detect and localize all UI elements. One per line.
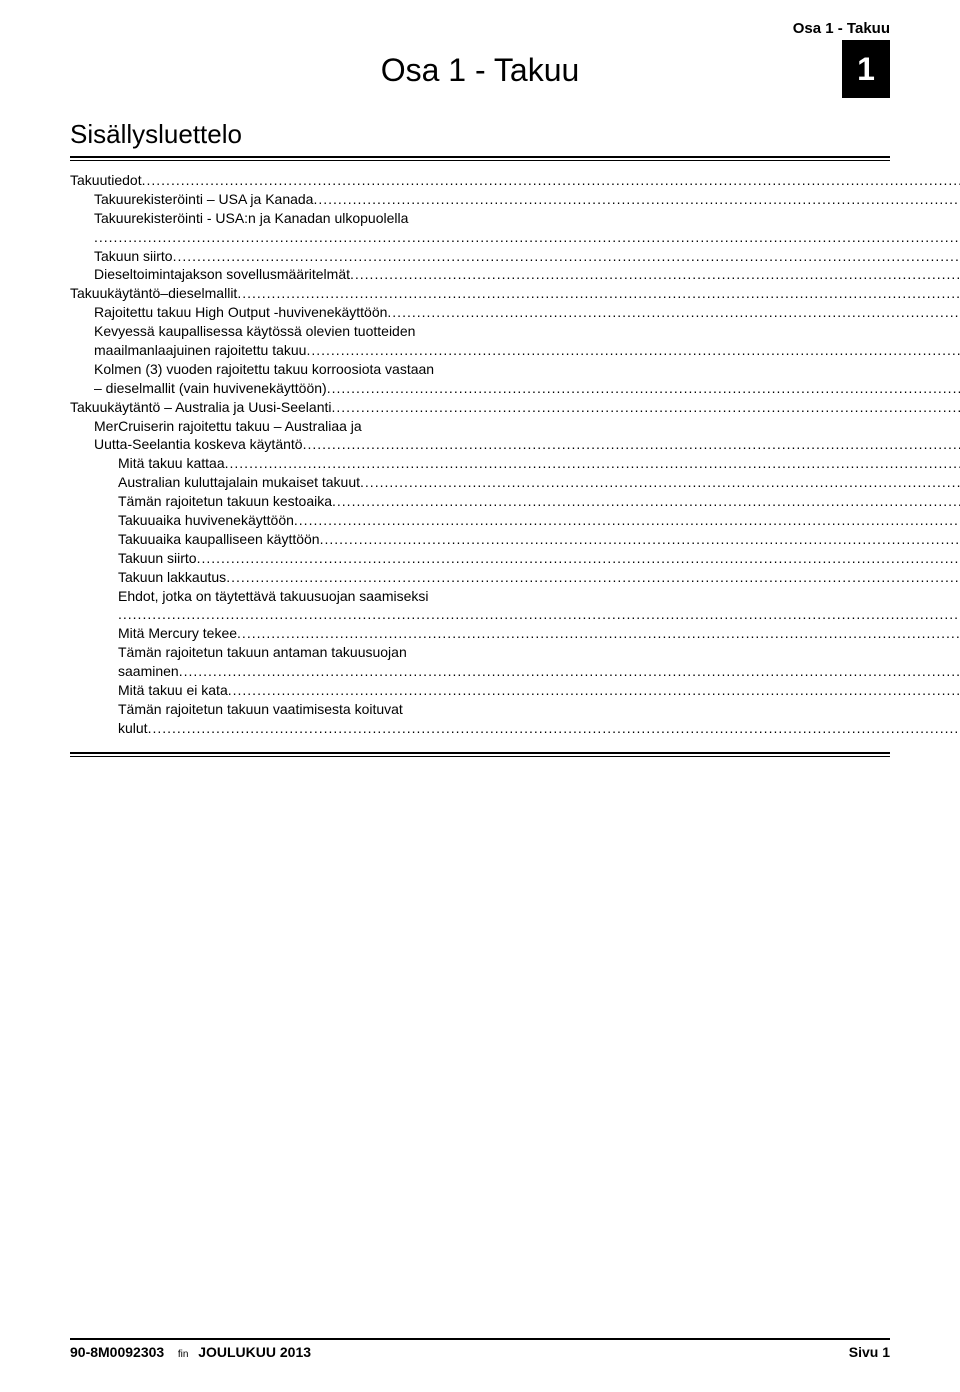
toc-entry-label: kulut <box>118 719 148 738</box>
toc-leader-dots <box>118 605 960 624</box>
toc-entry-label: Takuun siirto <box>94 247 173 266</box>
toc-entry: Takuun lakkautus7 <box>70 568 960 587</box>
page-title: Osa 1 - Takuu <box>70 52 890 89</box>
toc-leader-dots <box>225 454 960 473</box>
toc-entry-label: Australian kuluttajalain mukaiset takuut <box>118 473 360 492</box>
toc-entry-label: Kevyessä kaupallisessa käytössä olevien … <box>94 322 960 341</box>
toc-entry: Australian kuluttajalain mukaiset takuut… <box>70 473 960 492</box>
toc-entry: – dieselmallit (vain huvivenekäyttöön)6 <box>70 379 960 398</box>
divider-bottom <box>70 752 890 757</box>
toc-entry: saaminen8 <box>70 662 960 681</box>
toc-entry: Ehdot, jotka on täytettävä takuusuojan s… <box>70 587 960 606</box>
toc-entry: Takuurekisteröinti - USA:n ja Kanadan ul… <box>70 209 960 228</box>
document-page: Osa 1 - Takuu 1 Osa 1 - Takuu Sisällyslu… <box>0 0 960 1392</box>
toc-entry: Dieseltoimintajakson sovellusmääritelmät… <box>70 265 960 284</box>
page-footer: 90-8M0092303 fin JOULUKUU 2013 Sivu 1 <box>70 1338 890 1360</box>
toc-entry-label: Takuukäytäntö–dieselmallit <box>70 284 237 303</box>
toc-entry-label: Takuukäytäntö – Australia ja Uusi-Seelan… <box>70 398 331 417</box>
toc-entry-label: Ehdot, jotka on täytettävä takuusuojan s… <box>118 587 960 606</box>
toc-entry-label: Takuurekisteröinti - USA:n ja Kanadan ul… <box>94 209 960 228</box>
toc-entry: Mitä Mercury tekee8 <box>70 624 960 643</box>
footer-page: Sivu 1 <box>849 1344 890 1360</box>
toc-entry: Takuuaika kaupalliseen käyttöön7 <box>70 530 960 549</box>
toc-entry: MerCruiserin rajoitettu takuu – Australi… <box>70 417 960 436</box>
toc-entry: Takuuaika huvivenekäyttöön7 <box>70 511 960 530</box>
toc-entry: Uutta-Seelantia koskeva käytäntö7 <box>70 435 960 454</box>
toc-entry-label: Mitä takuu ei kata <box>118 681 228 700</box>
toc-entry-label: Tämän rajoitetun takuun vaatimisesta koi… <box>118 700 960 719</box>
toc-entry-label: Takuun lakkautus <box>118 568 226 587</box>
toc-leader-dots <box>148 719 960 738</box>
footer-left: 90-8M0092303 fin JOULUKUU 2013 <box>70 1344 311 1360</box>
toc-entry-label: maailmanlaajuinen rajoitettu takuu <box>94 341 306 360</box>
toc-entry: Mitä takuu kattaa7 <box>70 454 960 473</box>
toc-entry-label: Uutta-Seelantia koskeva käytäntö <box>94 435 303 454</box>
toc-entry-label: Takuuaika kaupalliseen käyttöön <box>118 530 320 549</box>
section-number-box: 1 <box>842 40 890 98</box>
running-header: Osa 1 - Takuu <box>793 20 890 37</box>
toc-column-left: Takuutiedot2Takuurekisteröinti – USA ja … <box>70 171 960 738</box>
toc-leader-dots <box>350 265 960 284</box>
toc-leader-dots <box>226 568 960 587</box>
toc-entry-label: Kolmen (3) vuoden rajoitettu takuu korro… <box>94 360 960 379</box>
toc-entry: kulut9 <box>70 719 960 738</box>
toc-entry: 8 <box>70 605 960 624</box>
toc-leader-dots <box>360 473 960 492</box>
toc-entry-label: Takuun siirto <box>118 549 197 568</box>
toc-leader-dots <box>142 171 960 190</box>
toc-leader-dots <box>173 247 960 266</box>
toc-entry-label: Tämän rajoitetun takuun antaman takuusuo… <box>118 643 960 662</box>
toc-entry: Kevyessä kaupallisessa käytössä olevien … <box>70 322 960 341</box>
toc-leader-dots <box>237 624 960 643</box>
toc-entry: maailmanlaajuinen rajoitettu takuu4 <box>70 341 960 360</box>
toc-entry-label: – dieselmallit (vain huvivenekäyttöön) <box>94 379 327 398</box>
toc-entry: Takuun siirto2 <box>70 247 960 266</box>
toc-leader-dots <box>179 662 960 681</box>
toc-leader-dots <box>320 530 960 549</box>
toc-entry: Tämän rajoitetun takuun vaatimisesta koi… <box>70 700 960 719</box>
toc-entry: Tämän rajoitetun takuun kestoaika7 <box>70 492 960 511</box>
toc-leader-dots <box>303 435 960 454</box>
toc-heading: Sisällysluettelo <box>70 119 890 150</box>
toc-entry-label: Takuutiedot <box>70 171 142 190</box>
toc-entry: Takuurekisteröinti – USA ja Kanada2 <box>70 190 960 209</box>
toc-entry: Rajoitettu takuu High Output -huvivenekä… <box>70 303 960 322</box>
toc-leader-dots <box>294 511 960 530</box>
section-number: 1 <box>857 51 875 88</box>
toc-leader-dots <box>228 681 960 700</box>
toc-entry-label: Takuuaika huvivenekäyttöön <box>118 511 294 530</box>
toc-leader-dots <box>313 190 960 209</box>
toc-entry: Takuutiedot2 <box>70 171 960 190</box>
toc-entry-label: Tämän rajoitetun takuun kestoaika <box>118 492 332 511</box>
toc-leader-dots <box>197 549 960 568</box>
toc-entry: Mitä takuu ei kata8 <box>70 681 960 700</box>
toc-entry: Kolmen (3) vuoden rajoitettu takuu korro… <box>70 360 960 379</box>
footer-doc-id: 90-8M0092303 <box>70 1344 164 1360</box>
divider-top <box>70 156 890 161</box>
toc-leader-dots <box>387 303 960 322</box>
toc-entry: Takuukäytäntö–dieselmallit3 <box>70 284 960 303</box>
toc-entry-label: Takuurekisteröinti – USA ja Kanada <box>94 190 313 209</box>
toc-entry: 2 <box>70 228 960 247</box>
toc-entry-label: saaminen <box>118 662 179 681</box>
toc-leader-dots <box>327 379 960 398</box>
toc-leader-dots <box>94 228 960 247</box>
toc-entry: Takuun siirto7 <box>70 549 960 568</box>
toc-entry-label: Mitä Mercury tekee <box>118 624 237 643</box>
footer-date: JOULUKUU 2013 <box>198 1344 311 1360</box>
toc-entry: Tämän rajoitetun takuun antaman takuusuo… <box>70 643 960 662</box>
toc-leader-dots <box>237 284 960 303</box>
toc-entry-label: Mitä takuu kattaa <box>118 454 225 473</box>
toc-leader-dots <box>331 398 960 417</box>
toc-entry-label: Dieseltoimintajakson sovellusmääritelmät <box>94 265 350 284</box>
toc-entry: Takuukäytäntö – Australia ja Uusi-Seelan… <box>70 398 960 417</box>
footer-lang: fin <box>176 1349 191 1360</box>
toc-entry-label: Rajoitettu takuu High Output -huvivenekä… <box>94 303 387 322</box>
toc-leader-dots <box>332 492 960 511</box>
toc-entry-label: MerCruiserin rajoitettu takuu – Australi… <box>94 417 960 436</box>
toc-leader-dots <box>306 341 960 360</box>
toc-columns: Takuutiedot2Takuurekisteröinti – USA ja … <box>70 171 890 738</box>
